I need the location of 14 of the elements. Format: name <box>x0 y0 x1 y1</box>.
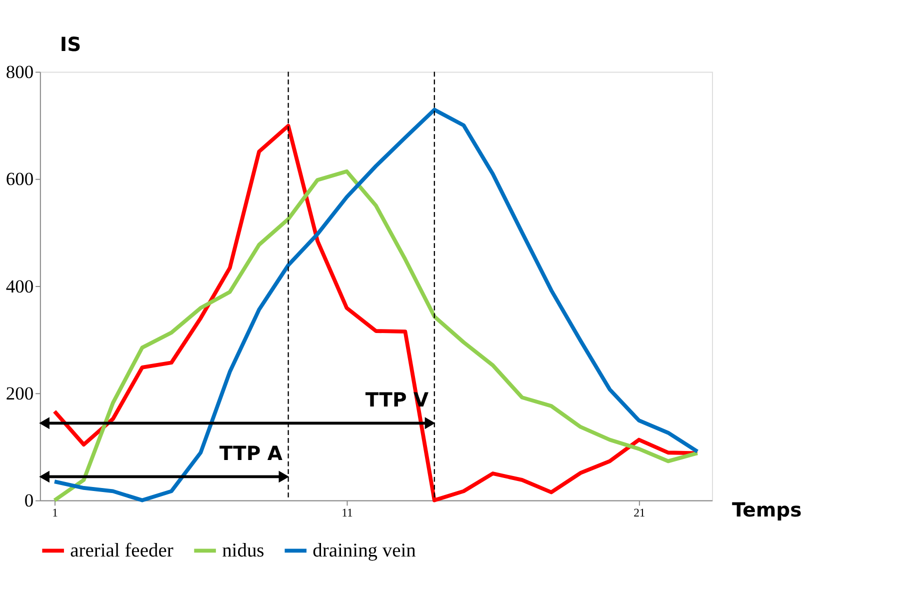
legend-label: draining vein <box>312 540 416 562</box>
y-tick-label: 400 <box>6 277 34 298</box>
legend-label: nidus <box>222 540 264 562</box>
legend-label: arerial feeder <box>70 540 174 562</box>
y-tick-label: 0 <box>24 492 34 512</box>
ref-line-label: TTP A <box>219 442 282 465</box>
x-tick-label: 11 <box>342 506 354 520</box>
y-tick-label: 800 <box>6 63 34 84</box>
y-axis-title: IS <box>60 32 82 56</box>
y-tick-label: 600 <box>6 170 34 190</box>
x-axis-title: Temps <box>732 498 802 522</box>
y-tick-label: 200 <box>6 384 34 404</box>
x-tick-label: 1 <box>52 506 58 520</box>
x-tick-label: 21 <box>634 506 646 520</box>
